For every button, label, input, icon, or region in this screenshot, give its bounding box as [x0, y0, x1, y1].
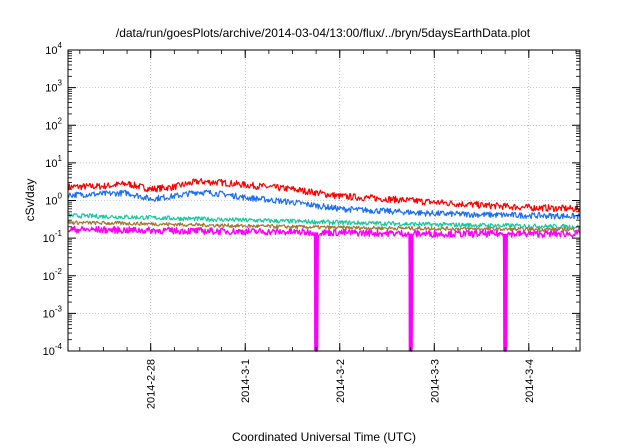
- series-line-5: [67, 225, 581, 352]
- x-axis-label: Coordinated Universal Time (UTC): [232, 430, 416, 444]
- x-tick-label: 2014-3-2: [335, 359, 347, 403]
- y-tick-label: 104: [45, 41, 62, 57]
- y-tick-label: 103: [45, 79, 62, 95]
- x-axis: 2014-2-28 2014-3-1 2014-3-2 2014-3-3 2014-3-…: [79, 50, 577, 409]
- series-group: [67, 178, 581, 352]
- x-tick-label: 2014-3-3: [429, 359, 441, 403]
- series-line-1: [67, 178, 581, 213]
- x-tick-label: 2014-3-1: [240, 359, 252, 403]
- y-tick-label: 10-1: [43, 229, 63, 245]
- x-tick-label: 2014-3-4: [524, 359, 536, 403]
- y-tick-label: 101: [45, 154, 62, 170]
- dropout-spike-3: [503, 233, 508, 351]
- y-tick-label: 102: [45, 116, 62, 132]
- y-tick-label: 100: [45, 192, 62, 208]
- y-tick-label: 10-4: [43, 342, 63, 358]
- dropout-spike-2: [408, 233, 413, 351]
- dropout-spike-1: [314, 232, 319, 351]
- x-tick-label: 2014-2-28: [146, 359, 158, 409]
- y-axis: 10-4 10-3 10-2 10-1 100 101 102 103 104: [43, 41, 580, 358]
- grid-lines: [68, 50, 580, 351]
- y-tick-label: 10-3: [43, 304, 63, 320]
- series-line-3: [68, 212, 581, 230]
- y-tick-label: 10-2: [43, 267, 63, 283]
- series-line-4: [67, 220, 581, 232]
- series-line-2: [67, 189, 581, 220]
- chart-title: /data/run/goesPlots/archive/2014-03-04/1…: [116, 26, 531, 40]
- y-axis-label: cSv/day: [23, 179, 37, 222]
